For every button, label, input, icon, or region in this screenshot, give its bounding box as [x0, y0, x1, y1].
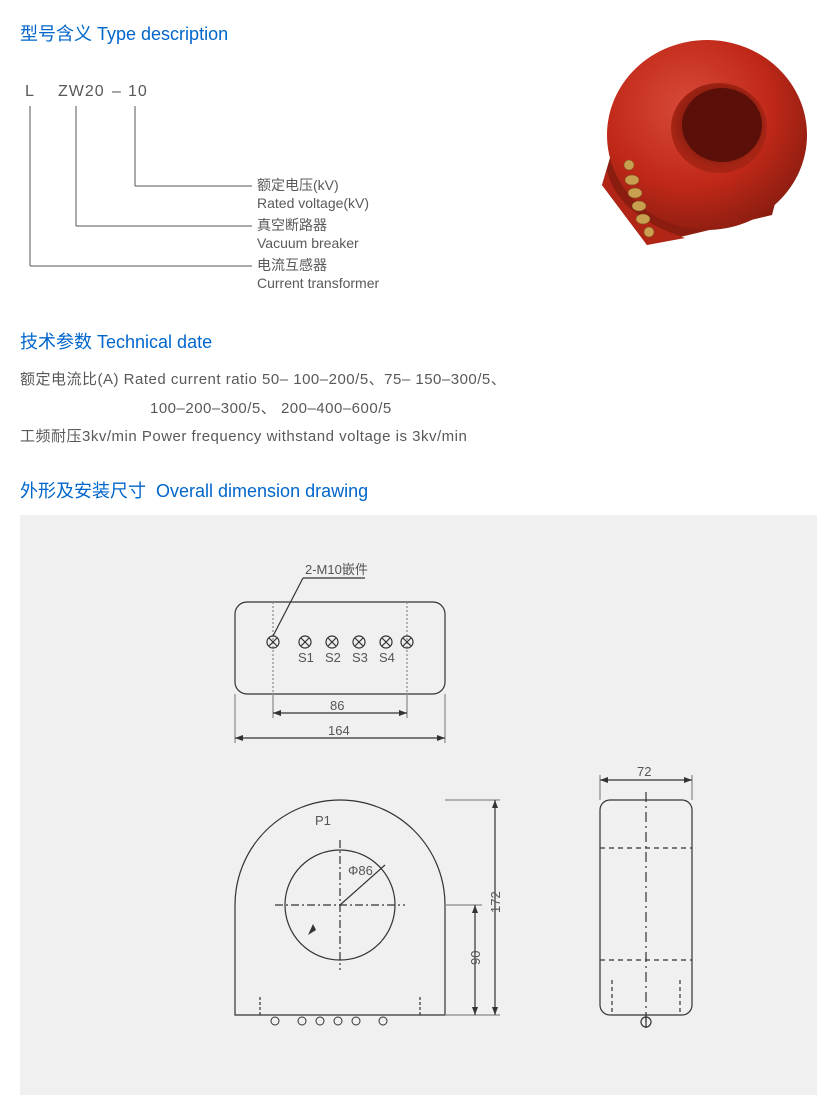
- dim-drawing-area: 2-M10嵌件 S1 S2 S3 S4 86: [20, 515, 817, 1095]
- desc1-en: Rated voltage(kV): [257, 194, 369, 212]
- desc1-cn: 额定电压(kV): [257, 176, 369, 194]
- dim-section: 外形及安装尺寸 Overall dimension drawing: [20, 477, 817, 1095]
- label-S4: S4: [379, 650, 395, 665]
- tech-text: 额定电流比(A) Rated current ratio 50– 100–200…: [20, 366, 817, 452]
- tech-title: 技术参数 Technical date: [20, 328, 817, 354]
- product-image: [547, 20, 817, 270]
- label-S1: S1: [298, 650, 314, 665]
- desc2-cn: 真空断路器: [257, 216, 359, 234]
- type-desc-title: 型号含义 Type description: [20, 20, 507, 46]
- dim-86: 86: [330, 698, 344, 713]
- label-S3: S3: [352, 650, 368, 665]
- tech-line1: 额定电流比(A) Rated current ratio 50– 100–200…: [20, 366, 817, 395]
- dim-72: 72: [637, 764, 651, 779]
- dim-dia86: Φ86: [348, 863, 373, 878]
- desc-rated-voltage: 额定电压(kV) Rated voltage(kV): [257, 176, 369, 212]
- dimension-drawing: 2-M10嵌件 S1 S2 S3 S4 86: [40, 545, 830, 1065]
- desc2-en: Vacuum breaker: [257, 234, 359, 252]
- desc-vacuum-breaker: 真空断路器 Vacuum breaker: [257, 216, 359, 252]
- dim-164: 164: [328, 723, 350, 738]
- type-title-cn: 型号含义: [20, 24, 92, 44]
- tech-line3: 工频耐压3kv/min Power frequency withstand vo…: [20, 423, 817, 452]
- desc3-cn: 电流互感器: [257, 256, 379, 274]
- label-P1: P1: [315, 813, 331, 828]
- label-2m10-insert: 2-M10嵌件: [305, 562, 368, 577]
- tech-line2: 100–200–300/5、 200–400–600/5: [20, 395, 817, 424]
- dim-90: 90: [468, 950, 483, 964]
- dim-title-cn: 外形及安装尺寸: [20, 481, 146, 501]
- type-lines: [20, 58, 490, 298]
- type-title-en: Type description: [97, 24, 228, 44]
- desc-current-transformer: 电流互感器 Current transformer: [257, 256, 379, 292]
- tech-title-cn: 技术参数: [20, 332, 92, 352]
- label-S2: S2: [325, 650, 341, 665]
- type-code-diagram: L ZW20 – 10 额定电压(kV) Rated voltage(kV) 真…: [20, 58, 490, 298]
- dim-title-en: Overall dimension drawing: [156, 481, 368, 501]
- dim-172: 172: [488, 891, 503, 913]
- desc3-en: Current transformer: [257, 274, 379, 292]
- top-section: 型号含义 Type description L ZW20 – 10 额定电压(k…: [20, 20, 817, 298]
- tech-section: 技术参数 Technical date 额定电流比(A) Rated curre…: [20, 328, 817, 452]
- tech-title-en: Technical date: [97, 332, 212, 352]
- dim-title: 外形及安装尺寸 Overall dimension drawing: [20, 477, 817, 503]
